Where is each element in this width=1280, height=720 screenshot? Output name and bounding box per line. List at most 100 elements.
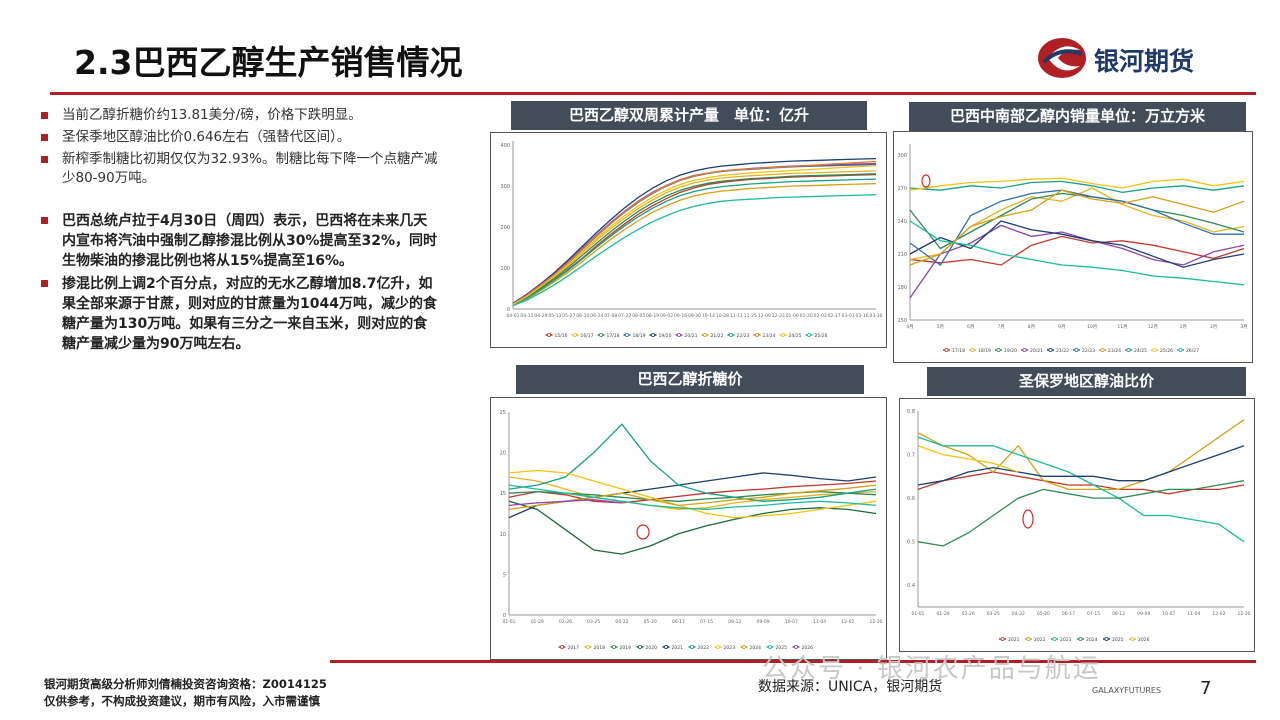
legend-marker [586,644,591,649]
x-tick-label: 12-02 [841,619,854,625]
chart-ethanol-sales: 150 180 210 240 270 300 4月 5月 6月 7月 8月 9月 10月 11月 12月 1… [897,144,1248,354]
legend-marker [1100,347,1105,352]
y-tick-label: 270 [897,186,907,192]
x-tick-label: 07-15 [1087,611,1100,617]
x-tick-label: 08-05 [632,313,645,319]
legend-label: 25/26 [815,333,828,339]
x-tick-label: 12-30 [869,619,882,625]
chart-frame: 150 180 210 240 270 300 4月 5月 6月 7月 8月 9月 10月 11月 12月 1… [893,131,1253,363]
series-line [917,445,1019,473]
chart-title: 圣保罗地区醇油比价 [927,367,1246,396]
legend-marker [754,332,759,337]
series-line [508,469,877,519]
page-title: 2.3巴西乙醇生产销售情况 [74,43,463,82]
legend-marker [599,332,604,337]
legend-marker [944,347,949,352]
legend-label: 2022 [698,645,710,651]
legend-marker [741,644,746,649]
legend-marker [1048,347,1053,352]
legend-marker [624,332,629,337]
x-tick-label: 09-09 [757,619,770,625]
x-tick-label: 12-30 [1237,611,1250,617]
x-tick-label: 03-25 [587,619,600,625]
footer-rule [330,660,1256,663]
galaxy-logo-icon [1038,38,1086,78]
y-tick-label: 0.4 [907,583,915,589]
x-tick-label: 03-16 [855,313,868,319]
series-line [508,480,877,504]
x-tick-label: 05-20 [644,619,657,625]
x-tick-label: 01-20 [800,313,813,319]
x-tick-label: 09-16 [674,313,687,319]
bullet-item-bold: 掺混比例上调2个百分点，对应的无水乙醇增加8.7亿升，如果全部来源于甘蔗，则对应… [38,274,438,354]
x-tick-label: 01-01 [502,619,515,625]
legend-marker [793,644,798,649]
y-tick-label: 0.8 [907,409,915,415]
y-tick-label: 150 [897,318,907,324]
x-tick-label: 08-19 [646,313,659,319]
series-line [508,499,622,507]
legend-label: 2024 [1086,637,1098,643]
y-tick-label: 400 [500,143,510,149]
x-tick-label: 01-29 [937,611,950,617]
x-tick-label: 1月 [1180,324,1187,330]
legend-label: 24/25 [789,333,802,339]
x-tick-label: 02-03 [814,313,827,319]
legend-label: 21/22 [1056,348,1069,354]
x-tick-label: 04-01 [506,313,519,319]
x-tick-label: 05-20 [1037,611,1050,617]
x-tick-label: 09-30 [688,313,701,319]
series-line [909,189,1245,266]
chart-title: 巴西中南部乙醇内销量单位：万立方米 [909,102,1246,131]
series-line [512,160,877,305]
x-tick-label: 7月 [997,324,1004,330]
legend-label: 17/18 [607,333,620,339]
legend-label: 19/20 [659,333,672,339]
legend-label: 2026 [802,645,814,651]
legend-marker [1130,636,1135,641]
legend-label: 22/23 [1082,348,1095,354]
legend-label: 2021 [1008,637,1020,643]
x-tick-label: 12-09 [758,313,771,319]
x-tick-label: 10月 [1087,324,1097,330]
x-tick-label: 07-08 [604,313,617,319]
watermark: 公众号 · 银河农产品与航运 [762,654,1101,684]
x-tick-label: 11-11 [730,313,743,319]
x-tick-label: 01-06 [786,313,799,319]
bullet-item-bold: 巴西总统卢拉于4月30日（周四）表示，巴西将在未来几天内宣布将汽油中强制乙醇掺混… [38,211,438,271]
x-tick-label: 06-17 [672,619,685,625]
x-tick-label: 10-28 [716,313,729,319]
x-tick-label: 08-12 [728,619,741,625]
x-tick-label: 10-07 [785,619,798,625]
x-tick-label: 10-07 [1162,611,1175,617]
series-line [512,178,877,306]
legend-marker [702,332,707,337]
legend-label: 18/19 [978,348,991,354]
chart-frame: 0.4 0.5 0.6 0.7 0.8 01-01 01-29 02-26 03-25 04-22… [899,398,1255,652]
legend-label: 20/21 [1030,348,1043,354]
x-tick-label: 02-17 [828,313,841,319]
x-tick-label: 05-27 [562,313,575,319]
legend-label: 18/19 [633,333,646,339]
legend-marker [547,332,552,337]
legend-label: 2024 [750,645,762,651]
legend-marker [767,644,772,649]
legend-label: 2020 [646,645,658,651]
x-tick-label: 9月 [1058,324,1065,330]
legend-marker [1026,636,1031,641]
data-source: 数据来源：UNICA，银河期货 [758,679,943,695]
legend-marker [676,332,681,337]
legend-marker [1178,347,1183,352]
x-tick-label: 09-09 [1137,611,1150,617]
legend-label: 19/20 [1004,348,1017,354]
legend-label: 2026 [1138,637,1150,643]
legend-label: 17/18 [952,348,965,354]
chart-title: 巴西乙醇双周累计产量 单位：亿升 [511,101,867,130]
series-line [512,173,877,306]
legend-label: 21/22 [711,333,724,339]
y-tick-label: 210 [897,252,907,258]
legend-label: 2021 [672,645,684,651]
x-tick-label: 05-13 [548,313,561,319]
legend-marker [560,644,565,649]
